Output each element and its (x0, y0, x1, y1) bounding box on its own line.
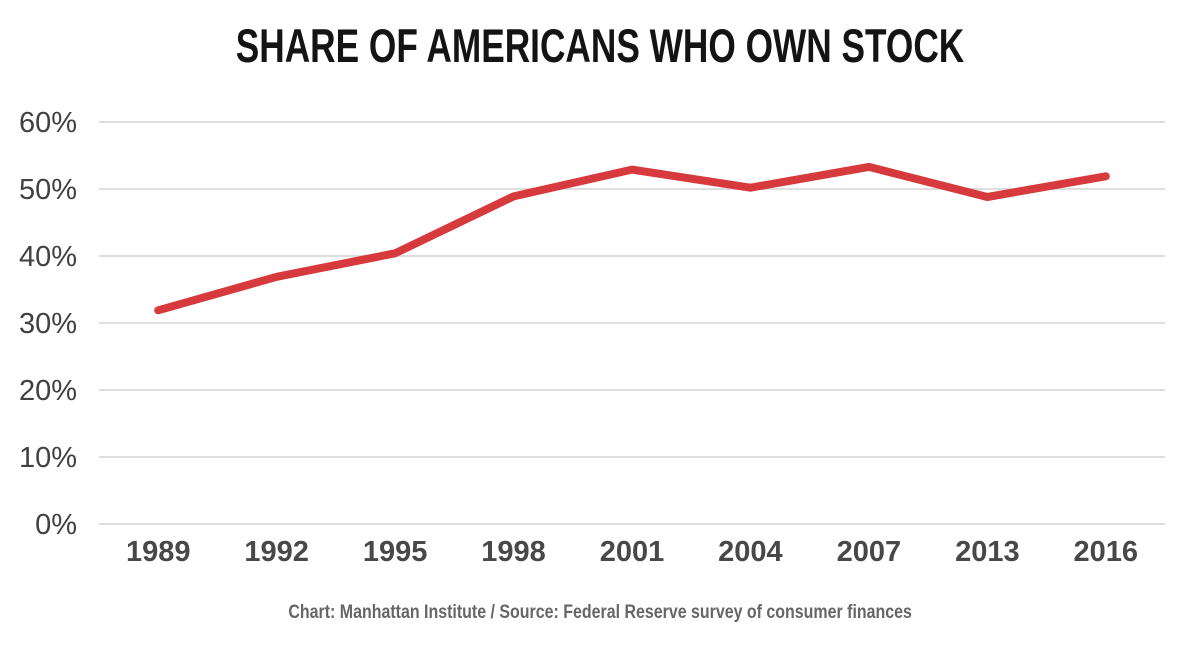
x-tick-label: 2016 (1074, 536, 1139, 568)
x-tick-label: 2004 (718, 536, 783, 568)
attribution: Chart: Manhattan Institute / Source: Fed… (0, 598, 1200, 628)
x-tick-label: 1998 (481, 536, 546, 568)
y-tick-label: 60% (19, 107, 77, 139)
y-tick-label: 40% (19, 241, 77, 273)
x-tick-label: 2013 (955, 536, 1020, 568)
x-tick-label: 2007 (837, 536, 902, 568)
series-layer (154, 162, 1110, 315)
x-tick-label: 1995 (363, 536, 428, 568)
stock-ownership-line (154, 162, 1110, 315)
x-tick-label: 1992 (244, 536, 309, 568)
y-axis-labels: 0% 10% 20% 30% 40% 50% 60% (19, 107, 77, 541)
y-tick-label: 50% (19, 174, 77, 206)
x-tick-label: 2001 (600, 536, 665, 568)
x-tick-label: 1989 (126, 536, 191, 568)
chart-title: SHARE OF AMERICANS WHO OWN STOCK (150, 22, 1050, 69)
y-tick-label: 0% (35, 509, 77, 541)
x-axis-labels: 1989 1992 1995 1998 2001 2004 2007 2013 2016 (126, 536, 1138, 568)
y-tick-label: 10% (19, 442, 77, 474)
gridlines (99, 121, 1165, 525)
chart-title-text: SHARE OF AMERICANS WHO OWN STOCK (235, 19, 965, 72)
attribution-text: Chart: Manhattan Institute / Source: Fed… (288, 602, 912, 623)
y-tick-label: 30% (19, 308, 77, 340)
y-tick-label: 20% (19, 375, 77, 407)
